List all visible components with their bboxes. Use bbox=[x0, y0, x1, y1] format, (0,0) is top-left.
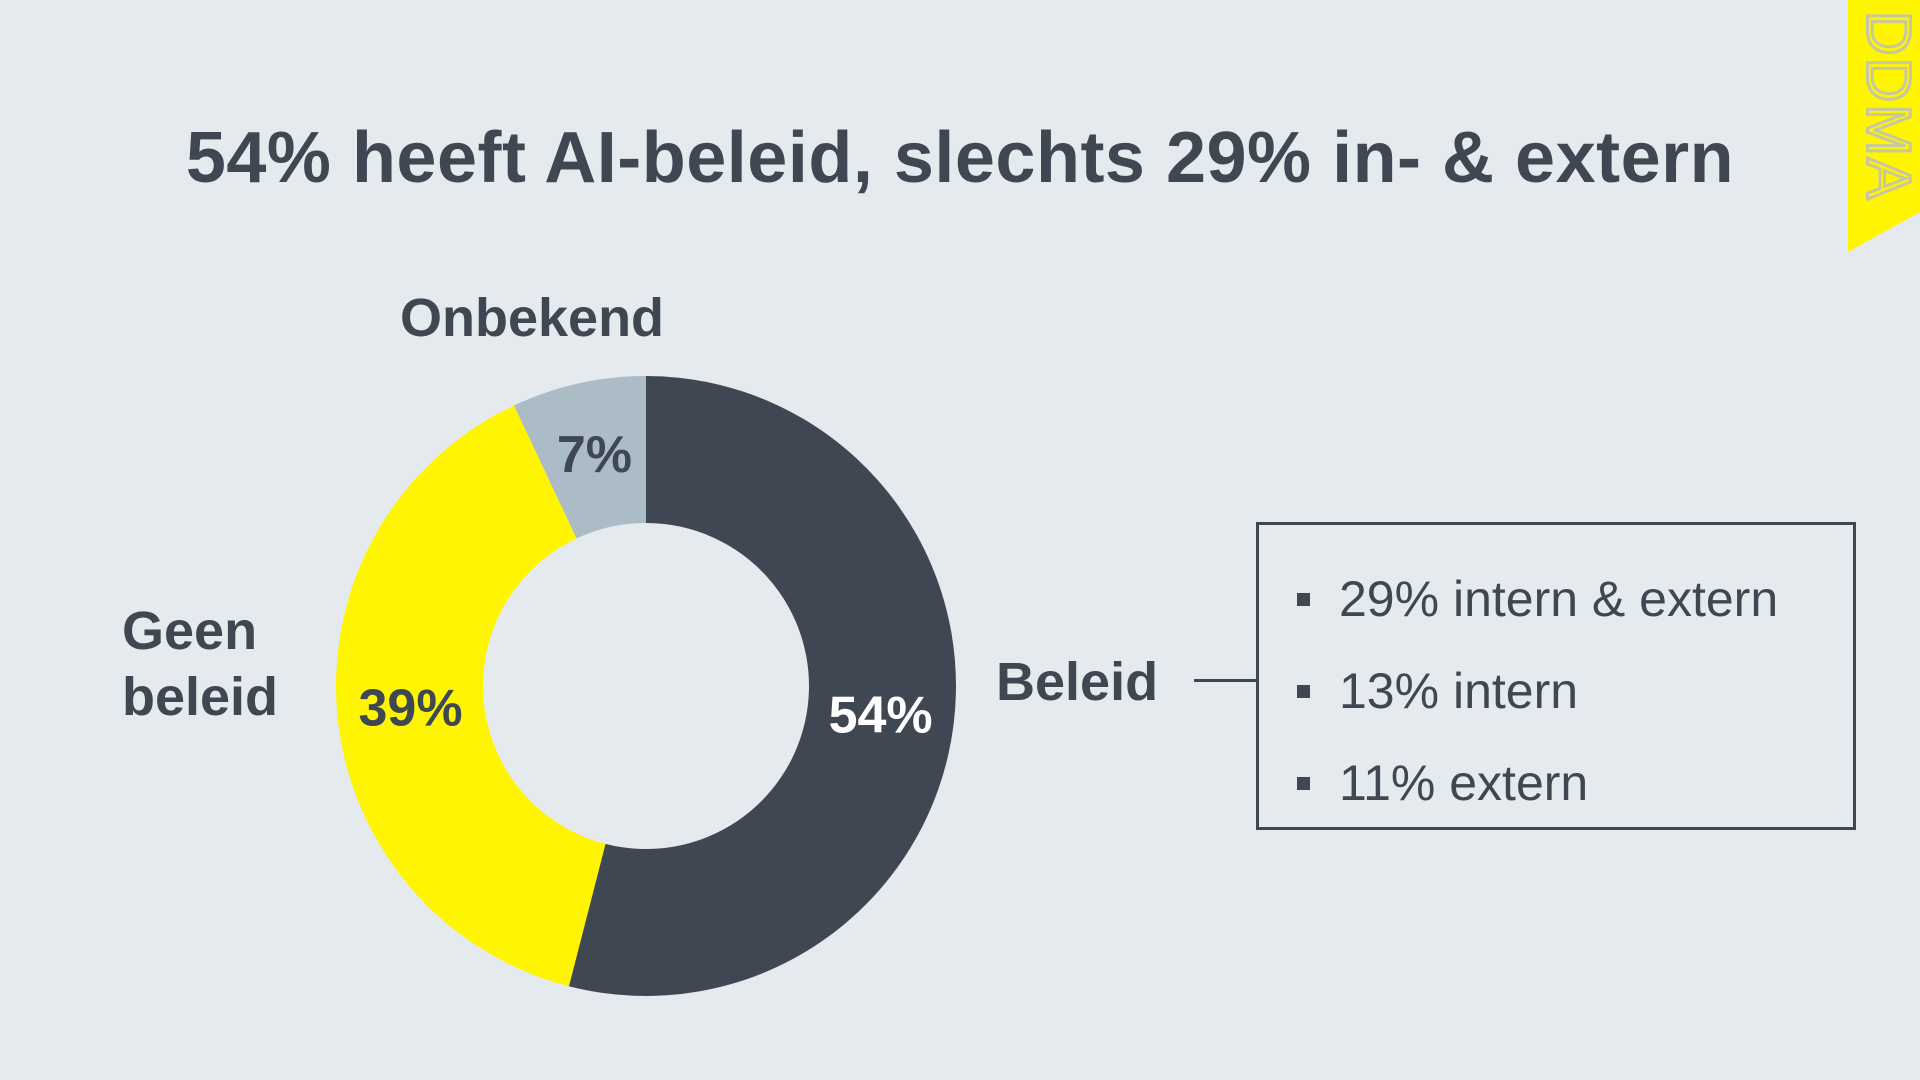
ddma-logo-text: DDMA bbox=[1854, 11, 1920, 202]
breakdown-item-text: 11% extern bbox=[1339, 755, 1589, 811]
donut-slice-geen-beleid bbox=[335, 405, 606, 987]
beleid-connector-line bbox=[1194, 679, 1256, 682]
slice-value-label: 54% bbox=[829, 687, 933, 745]
label-geen-beleid-line1: Geen bbox=[122, 601, 258, 661]
breakdown-list: 29% intern & extern 13% intern 11% exter… bbox=[1297, 553, 1778, 829]
donut-slice-beleid bbox=[568, 376, 957, 997]
square-bullet-icon bbox=[1297, 777, 1310, 790]
ddma-logo: DDMA bbox=[1848, 0, 1920, 252]
label-beleid: Beleid bbox=[996, 652, 1159, 712]
breakdown-item-text: 29% intern & extern bbox=[1339, 571, 1779, 627]
breakdown-item: 11% extern bbox=[1297, 737, 1778, 829]
slice-value-label: 7% bbox=[557, 426, 632, 484]
label-onbekend: Onbekend bbox=[400, 288, 665, 348]
breakdown-item: 29% intern & extern bbox=[1297, 553, 1778, 645]
square-bullet-icon bbox=[1297, 685, 1310, 698]
slice-value-label: 39% bbox=[359, 679, 463, 737]
square-bullet-icon bbox=[1297, 593, 1310, 606]
breakdown-item-text: 13% intern bbox=[1339, 663, 1579, 719]
chart-title: 54% heeft AI-beleid, slechts 29% in- & e… bbox=[185, 118, 1735, 198]
label-geen-beleid: Geen beleid bbox=[122, 598, 342, 730]
beleid-breakdown-box: 29% intern & extern 13% intern 11% exter… bbox=[1256, 522, 1856, 830]
donut-slice-onbekend bbox=[514, 376, 646, 539]
breakdown-item: 13% intern bbox=[1297, 645, 1778, 737]
label-geen-beleid-line2: beleid bbox=[122, 667, 279, 727]
